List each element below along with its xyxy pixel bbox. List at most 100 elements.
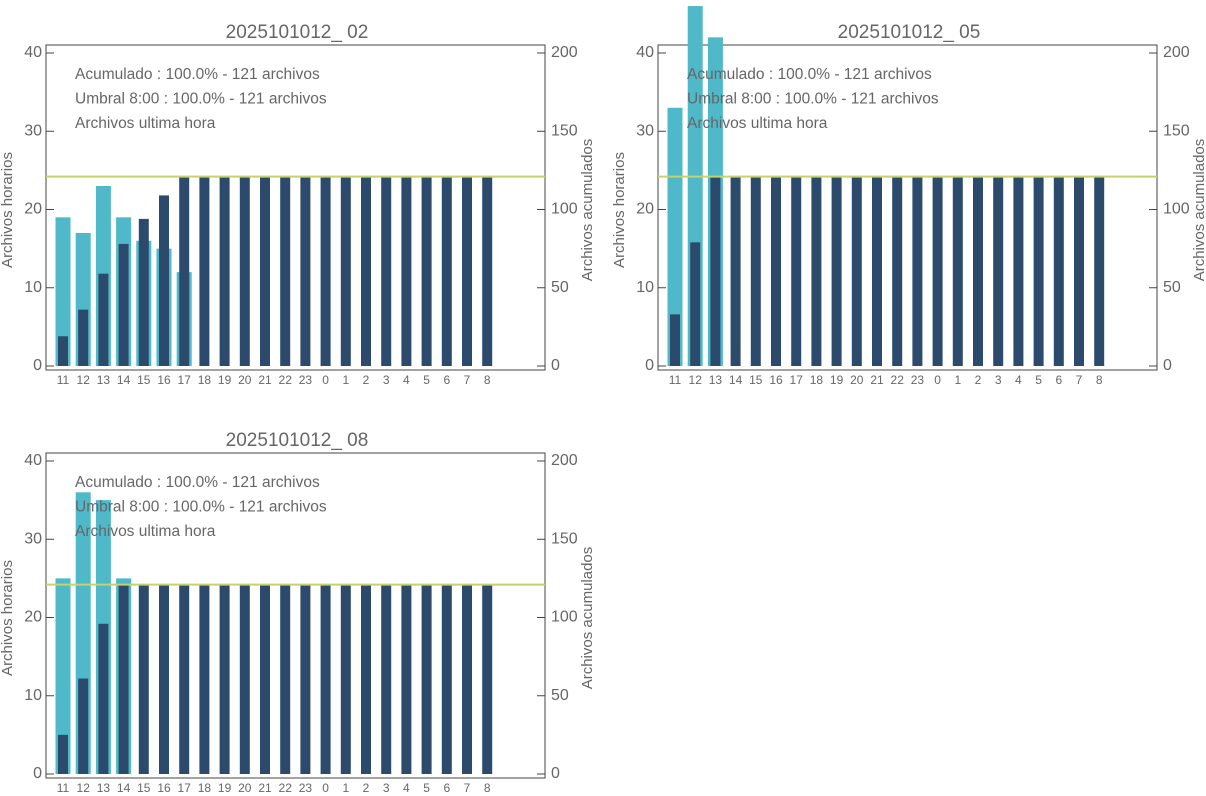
bar xyxy=(280,584,291,774)
bar xyxy=(973,176,983,366)
bar xyxy=(791,176,802,366)
y2-axis-title: Archivos acumulados xyxy=(1191,139,1206,282)
bar xyxy=(300,584,311,774)
bar xyxy=(159,195,169,366)
bar xyxy=(667,107,683,367)
bar xyxy=(401,176,412,366)
plot-frame xyxy=(45,452,546,779)
bar xyxy=(199,176,210,366)
y-tick-label: 10 xyxy=(24,279,42,296)
y2-tick-label: 50 xyxy=(551,687,569,704)
x-tick-label: 7 xyxy=(464,781,471,795)
chart-title: 2025101012_ 05 xyxy=(838,22,981,43)
plot-frame xyxy=(45,44,546,371)
legend-entry: Acumulado : 100.0% - 121 archivos xyxy=(687,66,932,83)
bar xyxy=(993,176,1004,366)
y-axis-title: Archivos horarios xyxy=(611,152,628,268)
x-tick-label: 8 xyxy=(484,781,491,795)
bar xyxy=(361,176,371,366)
bar xyxy=(872,176,882,366)
x-tick-label: 19 xyxy=(218,781,232,795)
y-tick-label: 20 xyxy=(636,201,654,218)
x-tick-label: 6 xyxy=(443,781,450,795)
bar xyxy=(1074,176,1084,366)
x-tick-label: 17 xyxy=(178,373,192,387)
x-tick-label: 8 xyxy=(484,373,491,387)
bar xyxy=(320,584,331,774)
chart-title: 2025101012_ 02 xyxy=(226,22,369,43)
y-tick-label: 0 xyxy=(33,765,42,782)
y-tick-label: 0 xyxy=(645,357,654,374)
x-tick-label: 13 xyxy=(97,781,111,795)
x-tick-label: 1 xyxy=(342,373,349,387)
x-tick-label: 11 xyxy=(669,373,682,387)
y-axis-title: Archivos horarios xyxy=(0,152,16,268)
x-tick-label: 7 xyxy=(464,373,471,387)
x-tick-label: 0 xyxy=(322,373,329,387)
x-tick-label: 21 xyxy=(258,373,272,387)
panel: 2025101012_ 02010203040050100150200Archi… xyxy=(0,22,596,387)
y2-tick-label: 100 xyxy=(1163,201,1190,218)
plot-frame xyxy=(657,44,1158,371)
x-tick-label: 14 xyxy=(117,373,131,387)
bar xyxy=(159,584,169,774)
bar xyxy=(462,584,472,774)
x-tick-label: 20 xyxy=(238,781,252,795)
bar xyxy=(730,176,741,366)
x-tick-label: 3 xyxy=(383,373,390,387)
bar xyxy=(811,176,822,366)
x-tick-label: 14 xyxy=(117,781,131,795)
x-tick-label: 23 xyxy=(299,373,313,387)
bar xyxy=(932,176,943,366)
bar xyxy=(912,176,923,366)
legend-entry: Archivos ultima hora xyxy=(75,523,216,540)
bar xyxy=(381,176,392,366)
x-tick-label: 4 xyxy=(403,373,410,387)
x-tick-label: 23 xyxy=(911,373,925,387)
y-tick-label: 40 xyxy=(24,452,42,469)
y2-tick-label: 200 xyxy=(1163,44,1190,61)
bar xyxy=(1053,176,1064,366)
bar xyxy=(851,176,862,366)
x-tick-label: 5 xyxy=(423,373,430,387)
legend-entry: Acumulado : 100.0% - 121 archivos xyxy=(75,66,320,83)
y-tick-label: 10 xyxy=(636,279,654,296)
x-tick-label: 2 xyxy=(975,373,982,387)
x-tick-label: 16 xyxy=(769,373,783,387)
y2-tick-label: 0 xyxy=(551,765,560,782)
bar xyxy=(138,218,149,366)
x-tick-label: 0 xyxy=(934,373,941,387)
x-tick-label: 6 xyxy=(443,373,450,387)
y-tick-label: 30 xyxy=(24,530,42,547)
bar xyxy=(441,584,452,774)
x-tick-label: 17 xyxy=(790,373,804,387)
y2-tick-label: 150 xyxy=(551,530,578,547)
bar xyxy=(320,176,331,366)
bar xyxy=(179,584,190,774)
bar xyxy=(78,309,89,366)
x-tick-label: 4 xyxy=(1015,373,1022,387)
x-tick-label: 12 xyxy=(77,781,91,795)
bar xyxy=(78,678,89,774)
panel: 2025101012_ 05010203040050100150200Archi… xyxy=(611,6,1206,387)
x-tick-label: 7 xyxy=(1076,373,1083,387)
bar xyxy=(482,176,493,366)
bar xyxy=(280,176,291,366)
y2-tick-label: 0 xyxy=(551,357,560,374)
x-tick-label: 18 xyxy=(810,373,824,387)
x-tick-label: 23 xyxy=(299,781,313,795)
y2-tick-label: 100 xyxy=(551,201,578,218)
x-tick-label: 18 xyxy=(198,781,212,795)
bar xyxy=(482,584,493,774)
bar xyxy=(361,584,371,774)
bar xyxy=(1094,176,1105,366)
y2-tick-label: 0 xyxy=(1163,357,1172,374)
legend-entry: Acumulado : 100.0% - 121 archivos xyxy=(75,474,320,491)
bar xyxy=(1013,176,1024,366)
x-tick-label: 5 xyxy=(1035,373,1042,387)
bar xyxy=(58,336,68,366)
bar xyxy=(55,578,71,774)
bar xyxy=(179,176,190,366)
bar xyxy=(239,176,250,366)
